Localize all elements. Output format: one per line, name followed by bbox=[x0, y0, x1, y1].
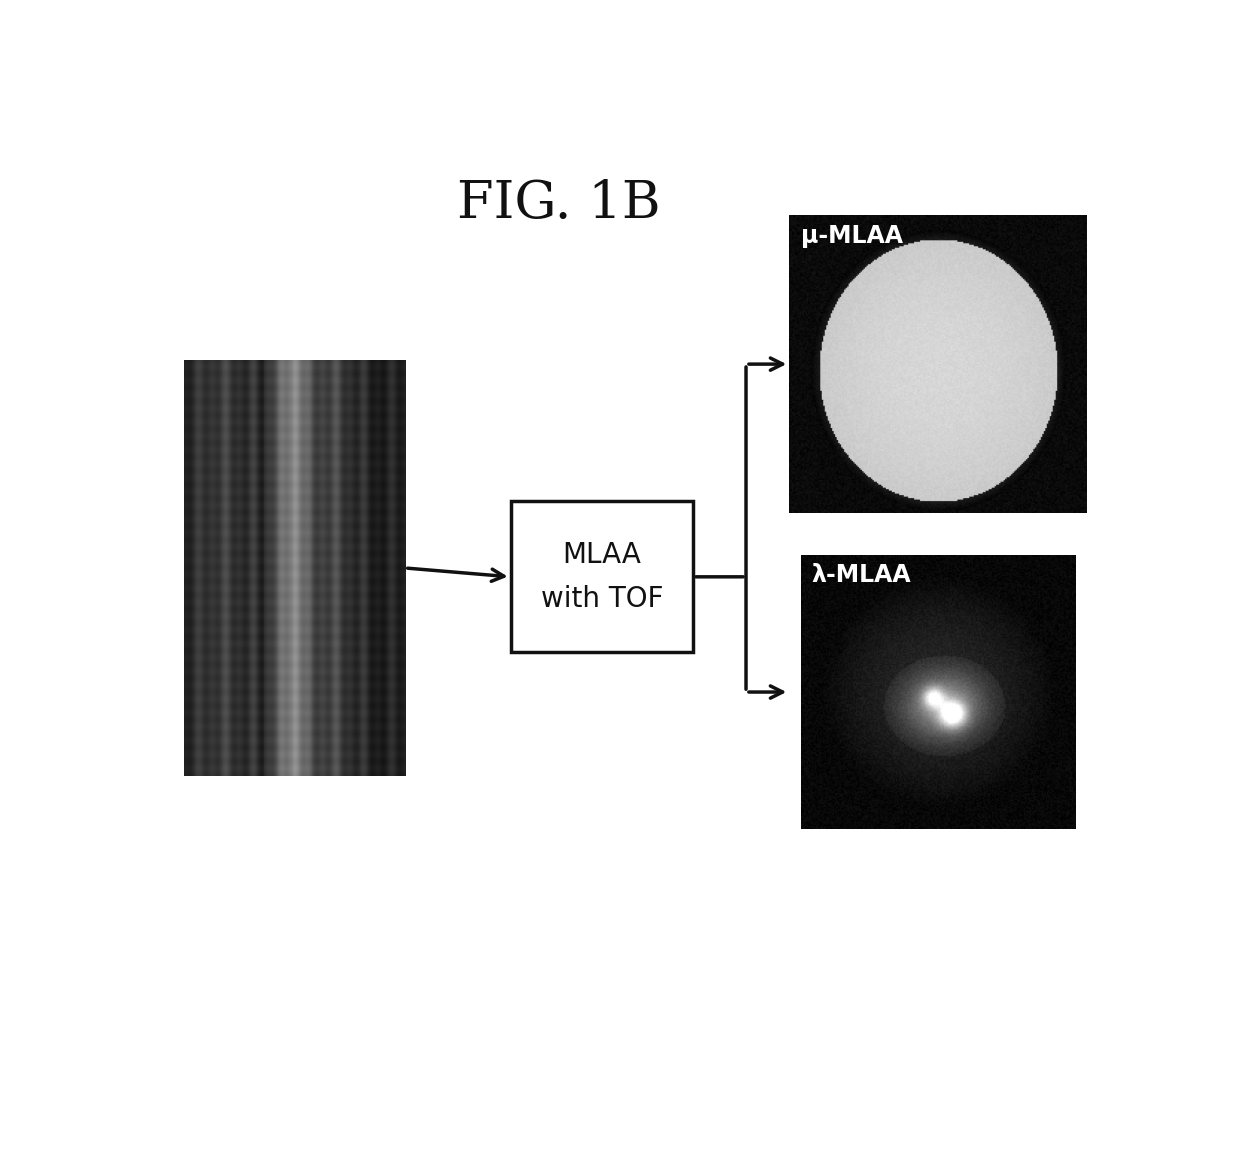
Text: with TOF: with TOF bbox=[541, 585, 663, 613]
Text: MLAA: MLAA bbox=[563, 541, 641, 569]
FancyBboxPatch shape bbox=[511, 502, 693, 653]
Text: FIG. 1B: FIG. 1B bbox=[456, 178, 661, 229]
